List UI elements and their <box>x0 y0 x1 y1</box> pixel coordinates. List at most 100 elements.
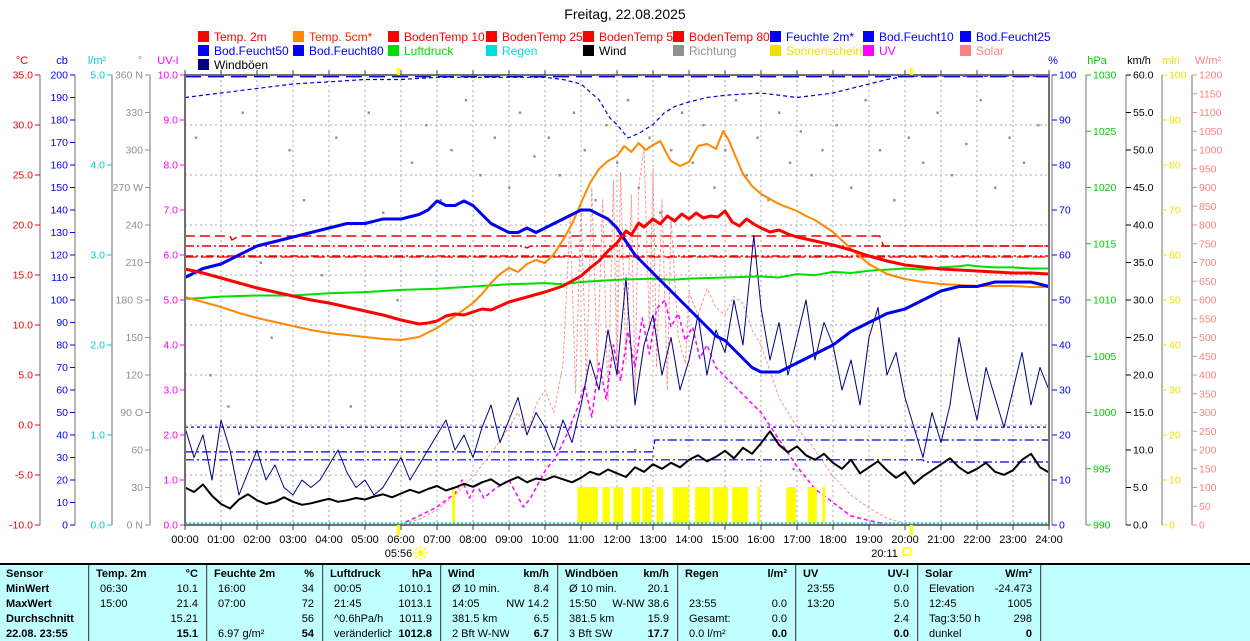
svg-text:20: 20 <box>1059 430 1071 442</box>
svg-text:250: 250 <box>1199 426 1217 438</box>
legend-label: Sonnenschein <box>786 43 863 58</box>
svg-text:1010: 1010 <box>1093 295 1117 307</box>
legend-label: Temp. 2m <box>214 29 267 44</box>
row-label: MinWert <box>6 583 50 595</box>
legend-item-bodentemp-10: BodenTemp 10 <box>388 30 485 44</box>
stat-label: 381.5 km <box>452 613 498 625</box>
svg-text:80: 80 <box>1169 160 1181 172</box>
stat-value: 20.1 <box>647 583 669 595</box>
stat-value: 15.1 <box>176 628 198 640</box>
svg-text:0.0: 0.0 <box>163 520 178 532</box>
stat-label: Ø 10 min. <box>452 583 500 595</box>
table-separator <box>795 565 796 641</box>
stat-value: 1005 <box>1007 598 1032 610</box>
legend-item-windb-en: Windböen <box>198 58 268 72</box>
row-label: 22.08. 23:55 <box>6 628 68 640</box>
svg-text:5.0: 5.0 <box>163 295 178 307</box>
svg-text:150: 150 <box>1199 463 1217 475</box>
legend-item-bod-feucht50: Bod.Feucht50 <box>198 44 289 58</box>
svg-text:850: 850 <box>1199 201 1217 213</box>
svg-text:40: 40 <box>1169 340 1181 352</box>
stat-value: 1010.1 <box>398 583 432 595</box>
svg-text:08:00: 08:00 <box>459 534 487 546</box>
stat-value: 54 <box>301 628 314 640</box>
svg-text:30: 30 <box>1169 385 1181 397</box>
axis-lm: 5.0 4.0 3.0 2.0 1.0 0.0 l/m² <box>88 55 113 532</box>
legend-swatch-icon <box>486 45 497 56</box>
table-separator <box>206 565 207 641</box>
svg-text:20: 20 <box>56 475 68 487</box>
svg-text:10: 10 <box>1059 475 1071 487</box>
legend-swatch-icon <box>770 31 781 42</box>
legend-label: Solar <box>976 43 1005 58</box>
legend-swatch-icon <box>960 45 971 56</box>
stat-value: W-NW 38.6 <box>612 598 669 610</box>
col-unit: km/h <box>643 568 669 580</box>
svg-text:17:00: 17:00 <box>783 534 811 546</box>
legend-item-bodentemp-25: BodenTemp 25 <box>486 30 583 44</box>
svg-text:80: 80 <box>56 340 68 352</box>
svg-text:80: 80 <box>1059 160 1071 172</box>
svg-text:16:00: 16:00 <box>747 534 775 546</box>
series-sonnenschein <box>452 487 826 523</box>
chart-legend: Temp. 2m Temp. 5cm* BodenTemp 10 BodenTemp … <box>0 0 1250 75</box>
sun-annotations: 05:56 20:11 <box>385 68 913 560</box>
svg-text:1025: 1025 <box>1093 126 1117 138</box>
svg-text:0.0: 0.0 <box>1133 520 1148 532</box>
svg-text:130: 130 <box>50 227 68 239</box>
svg-text:15.0: 15.0 <box>13 270 34 282</box>
svg-text:45.0: 45.0 <box>1133 182 1154 194</box>
svg-text:13:00: 13:00 <box>639 534 667 546</box>
svg-text:W/m²: W/m² <box>1195 55 1222 67</box>
svg-text:03:00: 03:00 <box>279 534 307 546</box>
svg-text:90: 90 <box>1059 115 1071 127</box>
series-temp2m <box>184 209 1050 326</box>
legend-swatch-icon <box>388 31 399 42</box>
svg-text:7.0: 7.0 <box>163 205 178 217</box>
legend-swatch-icon <box>388 45 399 56</box>
stat-label: 15:00 <box>100 598 128 610</box>
stat-value: 1011.9 <box>399 613 432 625</box>
legend-label: UV <box>879 43 896 58</box>
svg-text:100: 100 <box>1169 70 1187 82</box>
legend-label: Bod.Feucht80 <box>309 43 384 58</box>
svg-text:20:00: 20:00 <box>891 534 919 546</box>
svg-text:90: 90 <box>1169 115 1181 127</box>
svg-text:40: 40 <box>56 430 68 442</box>
svg-text:100: 100 <box>1199 482 1217 494</box>
svg-text:1005: 1005 <box>1093 351 1117 363</box>
table-separator <box>1040 565 1041 641</box>
legend-swatch-icon <box>583 45 594 56</box>
stat-value: 6.7 <box>533 628 549 640</box>
svg-text:30: 30 <box>56 452 68 464</box>
legend-item-regen: Regen <box>486 44 537 58</box>
table-separator <box>557 565 558 641</box>
series-wind <box>184 430 1050 510</box>
row-label: Durchschnitt <box>6 613 74 625</box>
stat-label: 23:55 <box>807 583 835 595</box>
svg-text:2.0: 2.0 <box>163 430 178 442</box>
legend-label: Temp. 5cm* <box>309 29 373 44</box>
svg-text:900: 900 <box>1199 182 1217 194</box>
svg-text:1015: 1015 <box>1093 238 1117 250</box>
svg-text:200: 200 <box>50 70 68 82</box>
table-separator <box>322 565 323 641</box>
stat-label: 15:50 <box>569 598 597 610</box>
svg-text:14:00: 14:00 <box>675 534 703 546</box>
svg-text:min: min <box>1162 55 1180 67</box>
svg-text:l/m²: l/m² <box>88 55 107 67</box>
stat-label: 2 Bft W-NW <box>452 628 509 640</box>
svg-text:550: 550 <box>1199 313 1217 325</box>
sunset-time: 20:11 <box>871 548 898 560</box>
legend-item-bodentemp-80: BodenTemp 80 <box>673 30 770 44</box>
table-separator <box>677 565 678 641</box>
sunrise-icon <box>413 546 428 560</box>
svg-text:270 W: 270 W <box>113 182 143 194</box>
svg-text:20: 20 <box>1169 430 1181 442</box>
svg-text:00:00: 00:00 <box>171 534 199 546</box>
svg-text:06:00: 06:00 <box>387 534 415 546</box>
series-solar <box>399 147 912 526</box>
svg-text:110: 110 <box>51 272 68 284</box>
svg-text:-5.0: -5.0 <box>15 470 33 482</box>
